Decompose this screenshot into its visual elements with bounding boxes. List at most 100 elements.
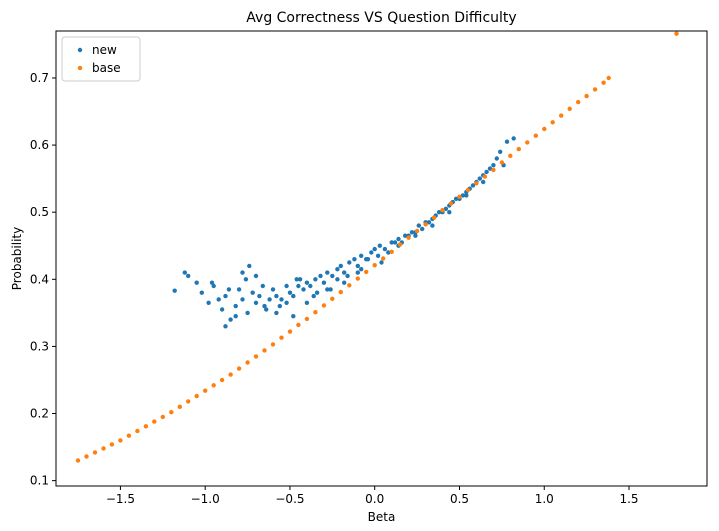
point-base xyxy=(92,450,98,455)
point-new xyxy=(172,288,177,293)
point-new xyxy=(245,310,250,316)
point-new xyxy=(274,310,279,316)
x-tick-label: 1.0 xyxy=(535,492,554,506)
point-new xyxy=(443,206,449,211)
point-base xyxy=(279,335,284,340)
point-new xyxy=(219,307,225,312)
point-new xyxy=(233,303,238,309)
point-new xyxy=(284,300,289,305)
point-new xyxy=(253,273,259,279)
legend-marker-base xyxy=(77,65,83,71)
x-tick-label: 0.0 xyxy=(365,492,384,506)
point-base xyxy=(674,31,679,36)
point-base xyxy=(550,120,555,125)
point-new xyxy=(253,300,259,305)
point-base xyxy=(84,454,89,459)
x-axis-ticks: −1.5 −1.0 −0.5 0.0 0.5 1.0 1.5 xyxy=(106,486,639,506)
point-base xyxy=(194,393,199,399)
point-base xyxy=(431,215,437,220)
point-base xyxy=(592,87,598,92)
point-new xyxy=(321,280,327,285)
legend-label-new: new xyxy=(92,43,117,57)
point-new xyxy=(355,270,360,275)
point-new xyxy=(392,240,398,245)
point-new xyxy=(209,280,215,285)
point-new xyxy=(403,233,408,238)
point-base xyxy=(75,458,81,463)
legend: new base xyxy=(61,36,141,82)
point-new xyxy=(270,287,276,292)
point-base xyxy=(525,140,530,145)
legend-label-base: base xyxy=(92,61,121,75)
point-new xyxy=(487,166,493,171)
point-new xyxy=(325,287,330,292)
chart-title: Avg Correctness VS Question Difficulty xyxy=(246,10,516,26)
legend-box xyxy=(61,36,141,82)
point-new xyxy=(228,317,233,322)
point-new xyxy=(416,223,421,228)
point-base xyxy=(101,446,106,451)
point-base xyxy=(482,174,488,179)
point-base xyxy=(542,126,547,132)
point-base xyxy=(126,433,132,438)
point-base xyxy=(406,235,411,240)
point-new xyxy=(372,246,377,252)
point-base xyxy=(304,316,310,322)
point-base xyxy=(245,360,250,365)
point-base xyxy=(601,80,606,85)
point-new xyxy=(236,287,242,292)
point-new xyxy=(470,183,476,188)
point-new xyxy=(182,270,187,275)
point-base xyxy=(262,348,267,353)
point-new xyxy=(413,233,418,238)
point-new xyxy=(355,263,360,269)
point-base xyxy=(211,383,216,388)
point-new xyxy=(328,287,333,292)
point-new xyxy=(494,156,499,161)
point-new xyxy=(389,240,394,245)
x-axis-label: Beta xyxy=(368,510,396,524)
point-base xyxy=(364,269,369,275)
point-new xyxy=(243,277,249,282)
series-base-points xyxy=(75,31,679,463)
point-base xyxy=(584,93,589,99)
point-new xyxy=(308,283,313,289)
point-base xyxy=(152,419,157,424)
plot-area xyxy=(55,30,708,487)
y-tick-label: 0.6 xyxy=(30,138,49,152)
point-base xyxy=(381,256,386,261)
point-new xyxy=(291,314,296,319)
point-new xyxy=(484,169,489,175)
point-new xyxy=(216,297,221,302)
point-base xyxy=(253,354,259,359)
point-base xyxy=(228,372,233,377)
y-tick-label: 0.7 xyxy=(30,71,49,85)
point-base xyxy=(347,283,352,288)
point-base xyxy=(118,438,123,443)
y-tick-label: 0.3 xyxy=(30,339,49,353)
point-base xyxy=(448,201,454,206)
y-tick-label: 0.5 xyxy=(30,205,49,219)
point-base xyxy=(499,160,505,165)
point-new xyxy=(311,293,316,299)
point-new xyxy=(304,300,310,305)
point-new xyxy=(359,253,364,258)
point-new xyxy=(223,293,228,299)
point-base xyxy=(287,329,293,334)
legend-marker-new xyxy=(77,47,83,53)
series-new-points xyxy=(172,136,516,329)
point-base xyxy=(186,399,191,404)
point-new xyxy=(304,280,310,285)
point-new xyxy=(377,243,382,248)
point-base xyxy=(270,342,276,347)
point-new xyxy=(447,210,452,215)
point-new xyxy=(240,297,245,302)
point-base xyxy=(135,428,140,434)
point-new xyxy=(338,263,343,269)
point-new xyxy=(199,290,204,295)
point-base xyxy=(160,414,165,420)
point-new xyxy=(436,210,442,215)
point-new xyxy=(504,139,510,144)
point-base xyxy=(474,181,479,186)
point-new xyxy=(284,283,289,289)
